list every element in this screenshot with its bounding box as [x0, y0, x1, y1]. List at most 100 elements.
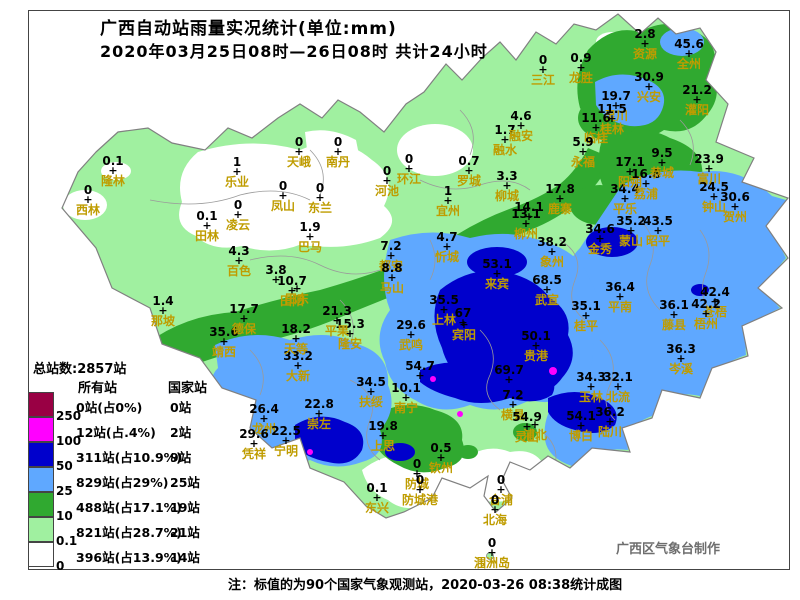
station-钦州: 0.5 + 钦州 [429, 442, 453, 474]
station-name: 合浦 [488, 493, 514, 507]
station-武宣: 68.5 + 武宣 [532, 274, 562, 306]
station-value: 29.6 [239, 427, 269, 441]
legend-col-national-stations: 国家站 [168, 381, 208, 396]
station-value: 69.7 [494, 363, 524, 377]
legend-national-count: 25站 [170, 475, 200, 490]
station-marker-icon: + [613, 380, 623, 393]
station-name: 凌云 [225, 218, 251, 232]
station-marker-icon: + [487, 546, 497, 559]
station-value: 17.1 [615, 155, 645, 169]
station-value: 1 [232, 155, 242, 169]
station-name: 田林 [194, 229, 220, 243]
station-value: 0 [382, 164, 392, 178]
station-防城: 0 + 防城 [405, 458, 429, 490]
legend-threshold: 100 [56, 434, 82, 448]
station-marker-icon: + [202, 219, 212, 232]
legend-national-count: 9站 [170, 450, 192, 465]
station-name: 隆安 [337, 337, 363, 351]
legend-total-stations: 总站数:2857站 [33, 362, 127, 377]
legend-all-count: 12站(占.4%) [76, 425, 156, 440]
station-灵山: 54.9 + 灵山 [512, 411, 542, 443]
station-marker-icon: + [586, 380, 596, 393]
station-value: 36.4 [605, 280, 635, 294]
legend-swatch [28, 492, 54, 517]
station-marker-icon: + [522, 420, 532, 433]
station-value: 1.4 [152, 294, 174, 308]
station-value: 0 [233, 198, 243, 212]
station-marker-icon: + [555, 192, 565, 205]
station-value: 36.2 [595, 405, 625, 419]
station-name: 北海 [482, 513, 508, 527]
legend-threshold: 25 [56, 484, 73, 498]
station-平南: 36.4 + 平南 [605, 281, 635, 313]
station-marker-icon: + [219, 335, 229, 348]
station-name: 三江 [530, 73, 556, 87]
station-value: 21.2 [682, 83, 712, 97]
station-梧州: 42.2 + 梧州 [691, 298, 721, 330]
station-name: 博白 [568, 429, 594, 443]
station-marker-icon: + [259, 412, 269, 425]
station-name: 来宾 [484, 277, 510, 291]
station-靖西: 35.6 + 靖西 [209, 326, 239, 358]
station-value: 69.7 + [494, 363, 524, 385]
station-name: 田阳 [279, 294, 305, 308]
station-name: 那坡 [150, 314, 176, 328]
station-name: 资源 [632, 47, 658, 61]
station-name: 大新 [285, 369, 311, 383]
station-罗城: 0.7 + 罗城 [457, 155, 481, 187]
station-name: 贵港 [523, 349, 549, 363]
station-资源: 2.8 + 资源 [633, 28, 657, 60]
station-name: 涠洲岛 [473, 556, 511, 570]
station-marker-icon: + [500, 133, 510, 146]
station-name: 恭城 [649, 166, 675, 180]
station-value: 0 [278, 179, 288, 193]
station-昭平: 43.5 + 昭平 [643, 215, 673, 247]
station-value: 3.8 + [265, 264, 286, 285]
station-name: 上思 [370, 439, 396, 453]
legend-all-count: 488站(占17.1%) [76, 500, 182, 515]
station-value: 0.5 [430, 441, 452, 455]
station-name: 梧州 [693, 317, 719, 331]
station-value: 0 [496, 473, 506, 487]
station-value: 53.1 [482, 257, 512, 271]
station-name: 富川 [696, 172, 722, 186]
station-value: 4.3 [228, 244, 250, 258]
station-marker-icon: + [578, 145, 588, 158]
station-name: 武鸣 [398, 338, 424, 352]
legend-national-count: 21站 [170, 525, 200, 540]
station-陆川: 36.2 + 陆川 [595, 406, 625, 438]
station-河池: 0 + 河池 [375, 165, 399, 197]
station-东兴: 0.1 + 东兴 [365, 482, 389, 514]
station-marker-icon: + [641, 177, 651, 190]
station-name: 钟山 [701, 200, 727, 214]
station-兴安: 30.9 + 兴安 [634, 71, 664, 103]
station-博白: 54.1 + 博白 [566, 410, 596, 442]
station-value: 36.3 [666, 342, 696, 356]
rain-zone-50-100mm [295, 227, 709, 464]
station-marker-icon: + [492, 267, 502, 280]
station-武鸣: 29.6 + 武鸣 [396, 319, 426, 351]
station-value: 2.8 [634, 27, 656, 41]
station-阳朔: 17.1 + 阳朔 [615, 156, 645, 188]
station-marker-icon: + [333, 145, 343, 158]
station-value: 35.1 [571, 299, 601, 313]
legend-all-count: 311站(占10.9%) [76, 450, 182, 465]
station-value: 4.7 [436, 230, 458, 244]
station-田阳: 10.7 + 田阳 [277, 275, 307, 307]
station-灌阳: 21.2 + 灌阳 [682, 84, 712, 116]
station-龙胜: 0.9 + 龙胜 [569, 52, 593, 84]
station-name: 横县 [500, 408, 526, 422]
legend-swatch [28, 542, 54, 567]
station-marker-icon: + [378, 429, 388, 442]
station-value: 7.2 [502, 388, 524, 402]
station-value: 8.8 [381, 261, 403, 275]
legend-swatch [28, 442, 54, 467]
station-marker-icon: + [158, 304, 168, 317]
station-value: 10.7 [277, 274, 307, 288]
station-柳州: 13.1 + 柳州 [511, 208, 541, 240]
legend-threshold: 10 [56, 509, 73, 523]
station-name: 上林 [431, 313, 457, 327]
station-涠洲岛: 0 + 涠洲岛 [474, 537, 510, 569]
province-outline [61, 13, 789, 519]
